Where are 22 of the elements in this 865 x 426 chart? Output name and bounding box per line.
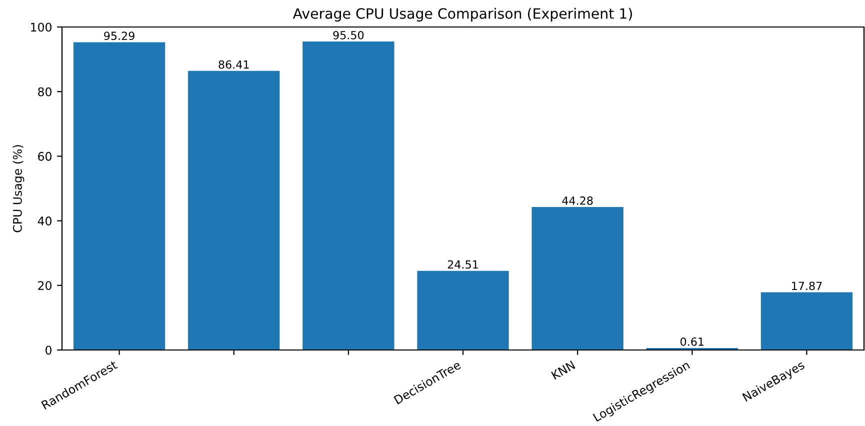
y-tick-label: 40: [38, 216, 52, 226]
data-label: 17.87: [792, 282, 822, 290]
bar: [188, 70, 280, 350]
y-tick-label: 60: [38, 152, 52, 161]
data-label: 86.41: [218, 60, 249, 69]
bar: [417, 270, 509, 350]
data-label: 44.28: [562, 196, 593, 205]
y-tick-label: 80: [38, 87, 52, 96]
bar: [532, 206, 624, 350]
data-label: 24.51: [448, 260, 478, 269]
y-tick-label: 20: [38, 281, 52, 290]
bar: [73, 42, 166, 350]
y-axis-title: CPU Usage (%): [12, 145, 24, 232]
data-label: 95.29: [104, 32, 134, 40]
bar: [302, 42, 394, 350]
y-tick-label: 100: [31, 22, 52, 32]
y-tick-label: 0: [46, 346, 52, 355]
chart-title: Average CPU Usage Comparison (Experiment 1): [292, 8, 632, 22]
data-label: 0.61: [680, 337, 704, 346]
x-tick-label: KNN: [551, 360, 576, 380]
data-label: 95.50: [333, 30, 364, 40]
bar: [760, 292, 853, 350]
